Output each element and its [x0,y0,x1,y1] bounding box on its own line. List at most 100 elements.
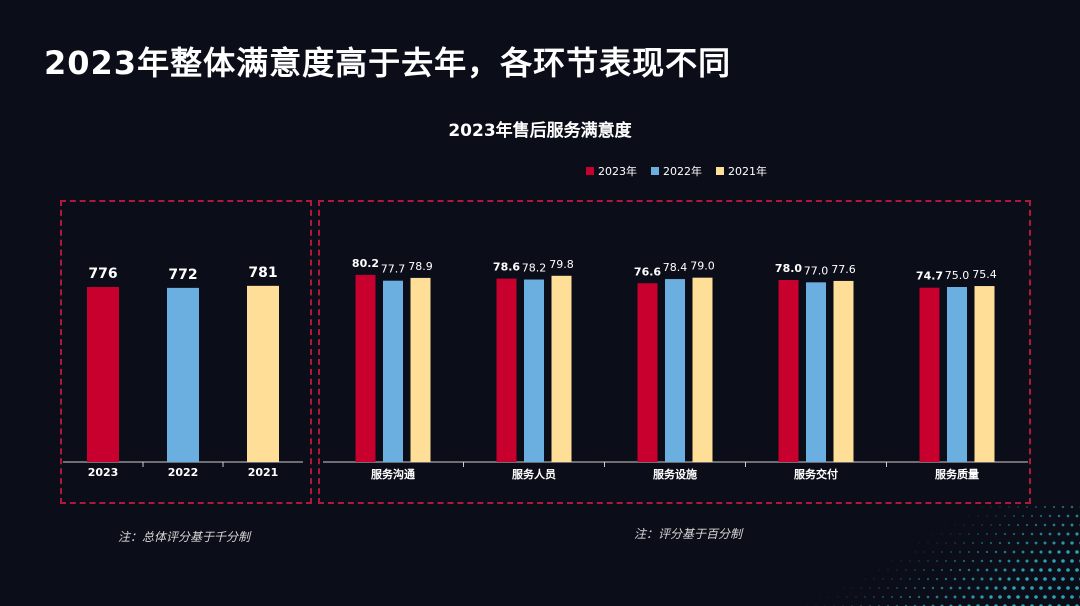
decorative-dot [851,587,853,589]
decorative-dot [1061,559,1065,563]
decorative-dot [1048,532,1052,536]
decorative-dot [999,524,1001,526]
decorative-dot [999,506,1001,508]
decorative-dot [923,569,925,571]
decorative-dot [1021,532,1025,536]
decorative-dot [994,568,998,572]
decorative-dot [1034,541,1038,545]
decorative-dot [1012,586,1016,590]
decorative-dot [909,542,911,544]
decorative-dot [1070,559,1074,563]
decorative-dot [1007,559,1011,563]
decorative-dot [1070,595,1074,599]
decorative-dot [1007,595,1011,599]
decorative-dot [1012,532,1016,536]
decorative-dot [985,586,989,590]
decorative-dot-pattern [788,505,1080,606]
decorative-dot [1021,514,1025,518]
service-bar-服务交付-2021年 [833,280,854,462]
decorative-dot [944,595,948,599]
decorative-dot [962,559,966,563]
decorative-dot [906,534,907,535]
decorative-dot [1066,550,1070,554]
decorative-dot [941,533,943,535]
decorative-dot [1075,532,1079,536]
decorative-dot [1048,568,1052,572]
decorative-dot [1039,532,1043,536]
service-x-tick-服务设施: 服务设施 [653,467,697,481]
decorative-dot [932,551,934,553]
decorative-dot [1075,586,1079,590]
decorative-dot [977,515,979,517]
decorative-dot [954,506,956,508]
decorative-dot [900,542,902,544]
service-bar-服务设施-2022年 [665,279,685,462]
decorative-dot [843,570,844,571]
overall-data-label-2022: 772 [168,267,197,283]
decorative-dot [1030,514,1034,518]
decorative-dot [837,596,839,598]
decorative-dot [994,586,998,590]
service-bar-服务交付-2022年 [806,282,826,462]
decorative-dot [986,533,988,535]
decorative-dot [1075,514,1079,518]
decorative-dot [887,569,889,571]
decorative-dot [914,569,916,571]
decorative-dot [989,595,993,599]
decorative-dot [1043,505,1047,509]
decorative-dot [899,595,903,599]
decorative-dot [981,506,983,508]
overall-bar-2022 [167,287,199,462]
decorative-dot [1066,568,1070,572]
decorative-dot [914,551,916,553]
overall-note: 注：总体评分基于千分制 [118,530,251,544]
decorative-dot [846,578,848,580]
decorative-dot [950,551,952,553]
decorative-dot [1021,550,1025,554]
decorative-dot [1004,515,1006,517]
decorative-dot [1012,550,1016,554]
decorative-dot [980,541,984,545]
service-x-tick-服务沟通: 服务沟通 [371,467,415,481]
decorative-dot [1025,577,1029,581]
service-data-label-服务交付-2023年: 78.0 [775,262,802,275]
decorative-dot [962,577,966,581]
decorative-dot [927,560,929,562]
legend-item-2023: 2023年 [586,163,637,179]
chart-title: 2023年售后服务满意度 [448,121,632,141]
decorative-dot [860,569,862,571]
overall-bar-2023 [87,286,119,462]
decorative-dot [1052,523,1056,527]
decorative-dot [972,542,974,544]
decorative-dot [810,596,812,598]
decorative-dot [941,515,943,517]
decorative-dot [1003,532,1007,536]
decorative-dot [963,524,965,526]
decorative-dot [1075,550,1079,554]
service-data-label-服务沟通-2021年: 78.9 [408,260,433,273]
decorative-dot [900,560,902,562]
decorative-dot [936,524,938,526]
decorative-dot [1025,595,1029,599]
decorative-dot [933,516,934,517]
overall-chart-frame [60,200,312,504]
decorative-dot [949,586,953,590]
decorative-dot [935,595,939,599]
decorative-dot [878,551,880,553]
decorative-dot [931,586,935,590]
decorative-dot [994,550,998,554]
service-chart-frame [318,200,1031,504]
decorative-dot [1013,515,1015,517]
service-note: 注：评分基于百分制 [634,527,743,541]
decorative-dot [1003,586,1007,590]
legend-label-2021: 2021年 [728,165,767,178]
decorative-dot [1025,559,1029,563]
decorative-dot [959,551,961,553]
decorative-dot [954,524,956,526]
decorative-dot [959,533,961,535]
decorative-dot [892,543,893,544]
decorative-dot [936,560,938,562]
decorative-dot [1057,568,1061,572]
service-data-label-服务人员-2022年: 78.2 [522,262,547,275]
decorative-dot [873,560,875,562]
